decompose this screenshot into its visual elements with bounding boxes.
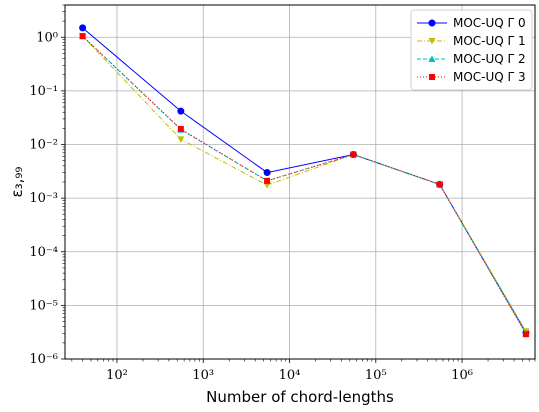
tick-layer: 10² 10³ 10⁴ 10⁵ 10⁶ 10⁰ 10⁻¹ 10⁻² 10⁻³ 10⁻⁴ 10⁻⁵ 10… — [29, 4, 536, 383]
x-tick-label: 10⁴ — [279, 368, 301, 383]
data-point — [263, 169, 271, 177]
data-point — [522, 331, 529, 338]
legend-item: MOC-UQ Γ 3 — [417, 70, 526, 84]
data-point — [79, 24, 87, 32]
y-tick-label: 10⁻² — [29, 138, 58, 153]
x-axis-label: Number of chord-lengths — [206, 388, 394, 406]
series-line — [82, 35, 527, 334]
y-tick-label: 10⁻³ — [29, 191, 58, 206]
data-point — [177, 125, 184, 132]
x-tick-label: 10⁵ — [365, 368, 387, 383]
data-point — [436, 181, 443, 188]
legend-item: MOC-UQ Γ 0 — [417, 16, 526, 30]
y-axis-label: ε₃,₉₉ — [8, 167, 26, 198]
series-layer — [79, 24, 530, 338]
legend-label: MOC-UQ Γ 2 — [453, 52, 526, 66]
legend-label: MOC-UQ Γ 3 — [453, 70, 526, 84]
y-tick-label: 10⁻⁶ — [29, 352, 58, 367]
legend-label: MOC-UQ Γ 1 — [453, 34, 526, 48]
data-point — [177, 107, 185, 115]
legend-marker — [429, 74, 435, 80]
data-point — [79, 33, 86, 40]
legend-marker — [428, 55, 436, 62]
legend-item: MOC-UQ Γ 1 — [417, 34, 526, 48]
y-tick-label: 10⁰ — [36, 30, 58, 45]
y-tick-label: 10⁻¹ — [29, 84, 58, 99]
x-tick-label: 10³ — [192, 368, 214, 383]
legend-item: MOC-UQ Γ 2 — [417, 52, 526, 66]
y-tick-label: 10⁻⁵ — [29, 298, 58, 313]
legend-label: MOC-UQ Γ 0 — [453, 16, 526, 30]
data-point — [350, 151, 357, 158]
legend-marker — [428, 19, 436, 27]
data-point — [177, 136, 185, 143]
x-tick-label: 10⁶ — [451, 368, 473, 383]
data-point — [264, 177, 271, 184]
legend: MOC-UQ Γ 0 MOC-UQ Γ 1 MOC-UQ Γ 2 MOC-UQ Γ 3 — [410, 9, 533, 91]
y-tick-label: 10⁻⁴ — [29, 245, 58, 260]
x-tick-label: 10² — [106, 368, 128, 383]
series-3 — [79, 33, 529, 338]
legend-box — [410, 9, 533, 91]
legend-marker — [428, 38, 436, 45]
